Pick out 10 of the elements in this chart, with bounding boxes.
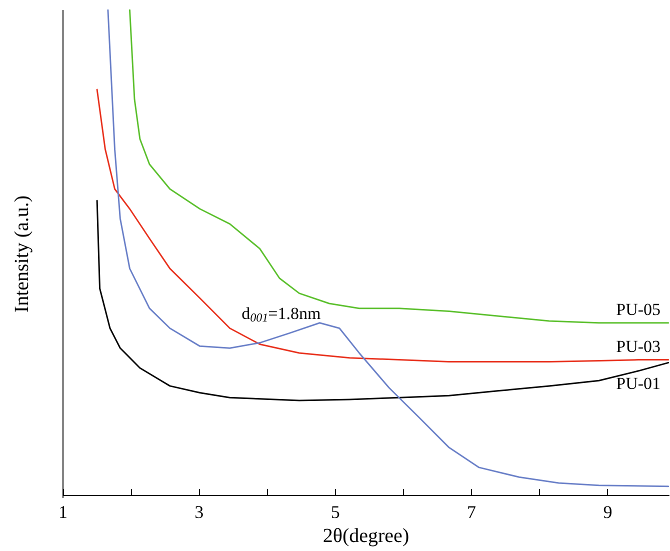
x-axis-title: 2θ(degree): [322, 525, 410, 547]
y-axis-title: Intensity (a.u.): [11, 195, 33, 313]
series-label: PU-03: [616, 336, 661, 356]
series-label: PU-05: [616, 300, 661, 319]
x-tick-label: 7: [467, 502, 476, 522]
x-tick-label: 9: [603, 502, 612, 522]
x-tick-label: 3: [194, 502, 204, 522]
x-tick-label: 5: [330, 502, 340, 522]
x-tick-label: 1: [58, 502, 68, 522]
series-label: PU-01: [616, 374, 661, 393]
